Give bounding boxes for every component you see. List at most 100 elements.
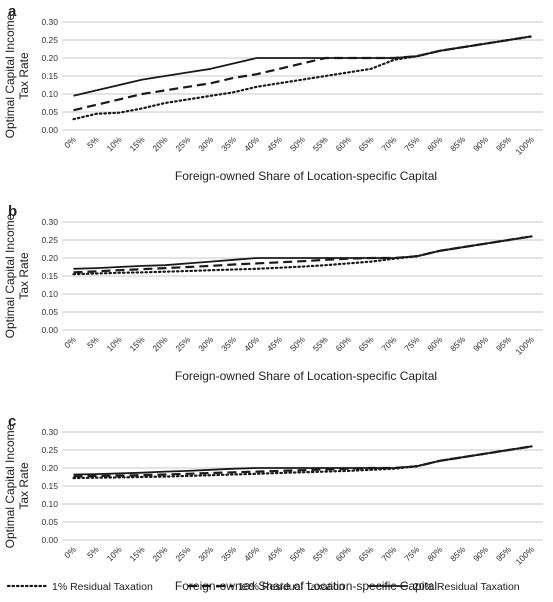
- chart-panels: a0.000.050.100.150.200.250.300% 5% 10% 15% 2…: [3, 3, 543, 593]
- x-tick-label: 10%: [105, 544, 124, 563]
- x-tick-label: 40%: [242, 334, 261, 353]
- y-axis-title-line: Tax Rate: [17, 252, 31, 300]
- y-tick-label: 0.05: [41, 517, 58, 527]
- x-tick-label: 25%: [173, 544, 192, 563]
- x-tick-label: 15%: [127, 134, 146, 153]
- series-line-solid: [73, 235, 532, 270]
- x-axis-title: Foreign-owned Share of Location-specific…: [175, 169, 437, 183]
- y-tick-label: 0.30: [41, 427, 58, 437]
- y-axis-title-line: Optimal Capital Income: [3, 13, 17, 138]
- legend-label-20pct: 20% Residual Taxation: [413, 581, 520, 593]
- panel-letter: c: [8, 413, 16, 430]
- y-tick-label: 0.05: [41, 107, 58, 117]
- legend-item-10pct: 10% Residual Taxation: [188, 581, 345, 593]
- y-tick-label: 0.20: [41, 53, 58, 63]
- x-tick-label: 80%: [425, 544, 444, 563]
- x-axis-title: Foreign-owned Share of Location-specific…: [175, 369, 437, 383]
- x-tick-label: 65%: [357, 134, 376, 153]
- series-line-solid: [73, 35, 532, 97]
- y-tick-label: 0.10: [41, 499, 58, 509]
- x-tick-label: 35%: [219, 334, 238, 353]
- x-tick-label: 75%: [402, 134, 421, 153]
- x-tick-label: 85%: [448, 544, 467, 563]
- x-tick-label: 5%: [85, 134, 101, 150]
- legend-label-1pct: 1% Residual Taxation: [52, 581, 153, 593]
- x-tick-label: 95%: [494, 134, 513, 153]
- x-tick-label: 30%: [196, 544, 215, 563]
- x-axis-title: Foreign-owned Share of Location-specific…: [175, 579, 437, 593]
- y-tick-label: 0.10: [41, 89, 58, 99]
- y-axis-title-line: Tax Rate: [17, 52, 31, 100]
- x-tick-label: 25%: [173, 134, 192, 153]
- y-axis-title: Optimal Capital IncomeTax Rate: [3, 13, 31, 138]
- legend-label-10pct: 10% Residual Taxation: [238, 581, 345, 593]
- x-tick-label: 45%: [265, 334, 284, 353]
- x-tick-label: 25%: [173, 334, 192, 353]
- y-tick-label: 0.05: [41, 307, 58, 317]
- y-tick-label: 0.20: [41, 253, 58, 263]
- x-tick-label: 30%: [196, 334, 215, 353]
- x-tick-label: 70%: [379, 334, 398, 353]
- x-tick-label: 85%: [448, 334, 467, 353]
- x-tick-label: 35%: [219, 134, 238, 153]
- x-tick-label: 15%: [127, 334, 146, 353]
- x-tick-label: 45%: [265, 134, 284, 153]
- x-tick-label: 10%: [105, 334, 124, 353]
- y-tick-label: 0.30: [41, 17, 58, 27]
- x-tick-label: 35%: [219, 544, 238, 563]
- series-line-dashed: [73, 35, 532, 112]
- x-tick-label: 20%: [150, 334, 169, 353]
- x-tick-label: 50%: [288, 544, 307, 563]
- y-tick-label: 0.20: [41, 463, 58, 473]
- x-tick-label: 90%: [471, 544, 490, 563]
- y-tick-label: 0.00: [41, 535, 58, 545]
- x-tick-label: 30%: [196, 134, 215, 153]
- x-tick-label: 80%: [425, 134, 444, 153]
- x-tick-label: 45%: [265, 544, 284, 563]
- panel-letter: a: [8, 3, 17, 20]
- y-tick-label: 0.25: [41, 445, 58, 455]
- x-tick-label: 0%: [62, 544, 78, 560]
- x-tick-label: 55%: [311, 134, 330, 153]
- x-tick-label: 65%: [357, 544, 376, 563]
- x-tick-label: 40%: [242, 544, 261, 563]
- x-tick-label: 55%: [311, 544, 330, 563]
- x-tick-label: 15%: [127, 544, 146, 563]
- chart-panel-a: a0.000.050.100.150.200.250.300% 5% 10% 15% 2…: [3, 3, 543, 183]
- x-tick-label: 5%: [85, 334, 101, 350]
- legend-item-20pct: 20% Residual Taxation: [368, 581, 520, 593]
- x-tick-label: 100%: [514, 134, 537, 157]
- x-tick-label: 20%: [150, 544, 169, 563]
- chart-panel-b: b0.000.050.100.150.200.250.300% 5% 10% 15% 2…: [3, 203, 543, 383]
- legend: 1% Residual Taxation 10% Residual Taxati…: [6, 581, 520, 593]
- series-line-dotted: [72, 235, 533, 276]
- x-tick-label: 10%: [105, 134, 124, 153]
- x-tick-label: 95%: [494, 334, 513, 353]
- y-tick-label: 0.15: [41, 271, 58, 281]
- x-tick-label: 70%: [379, 134, 398, 153]
- x-tick-label: 60%: [334, 544, 353, 563]
- y-tick-label: 0.15: [41, 71, 58, 81]
- legend-item-1pct: 1% Residual Taxation: [6, 581, 153, 593]
- x-tick-label: 65%: [357, 334, 376, 353]
- series-line-dotted: [72, 35, 533, 121]
- x-tick-label: 50%: [288, 134, 307, 153]
- y-axis-title-line: Optimal Capital Income: [3, 423, 17, 548]
- y-axis-title-line: Tax Rate: [17, 462, 31, 510]
- x-tick-label: 5%: [85, 544, 101, 560]
- y-tick-label: 0.25: [41, 35, 58, 45]
- y-axis-title-line: Optimal Capital Income: [3, 213, 17, 338]
- y-tick-label: 0.00: [41, 125, 58, 135]
- x-tick-label: 20%: [150, 134, 169, 153]
- x-tick-label: 95%: [494, 544, 513, 563]
- x-tick-label: 90%: [471, 134, 490, 153]
- x-tick-label: 70%: [379, 544, 398, 563]
- y-tick-label: 0.30: [41, 217, 58, 227]
- x-tick-label: 55%: [311, 334, 330, 353]
- y-axis-title: Optimal Capital IncomeTax Rate: [3, 423, 31, 548]
- y-tick-label: 0.25: [41, 235, 58, 245]
- x-tick-label: 60%: [334, 334, 353, 353]
- x-tick-label: 0%: [62, 334, 78, 350]
- x-tick-label: 90%: [471, 334, 490, 353]
